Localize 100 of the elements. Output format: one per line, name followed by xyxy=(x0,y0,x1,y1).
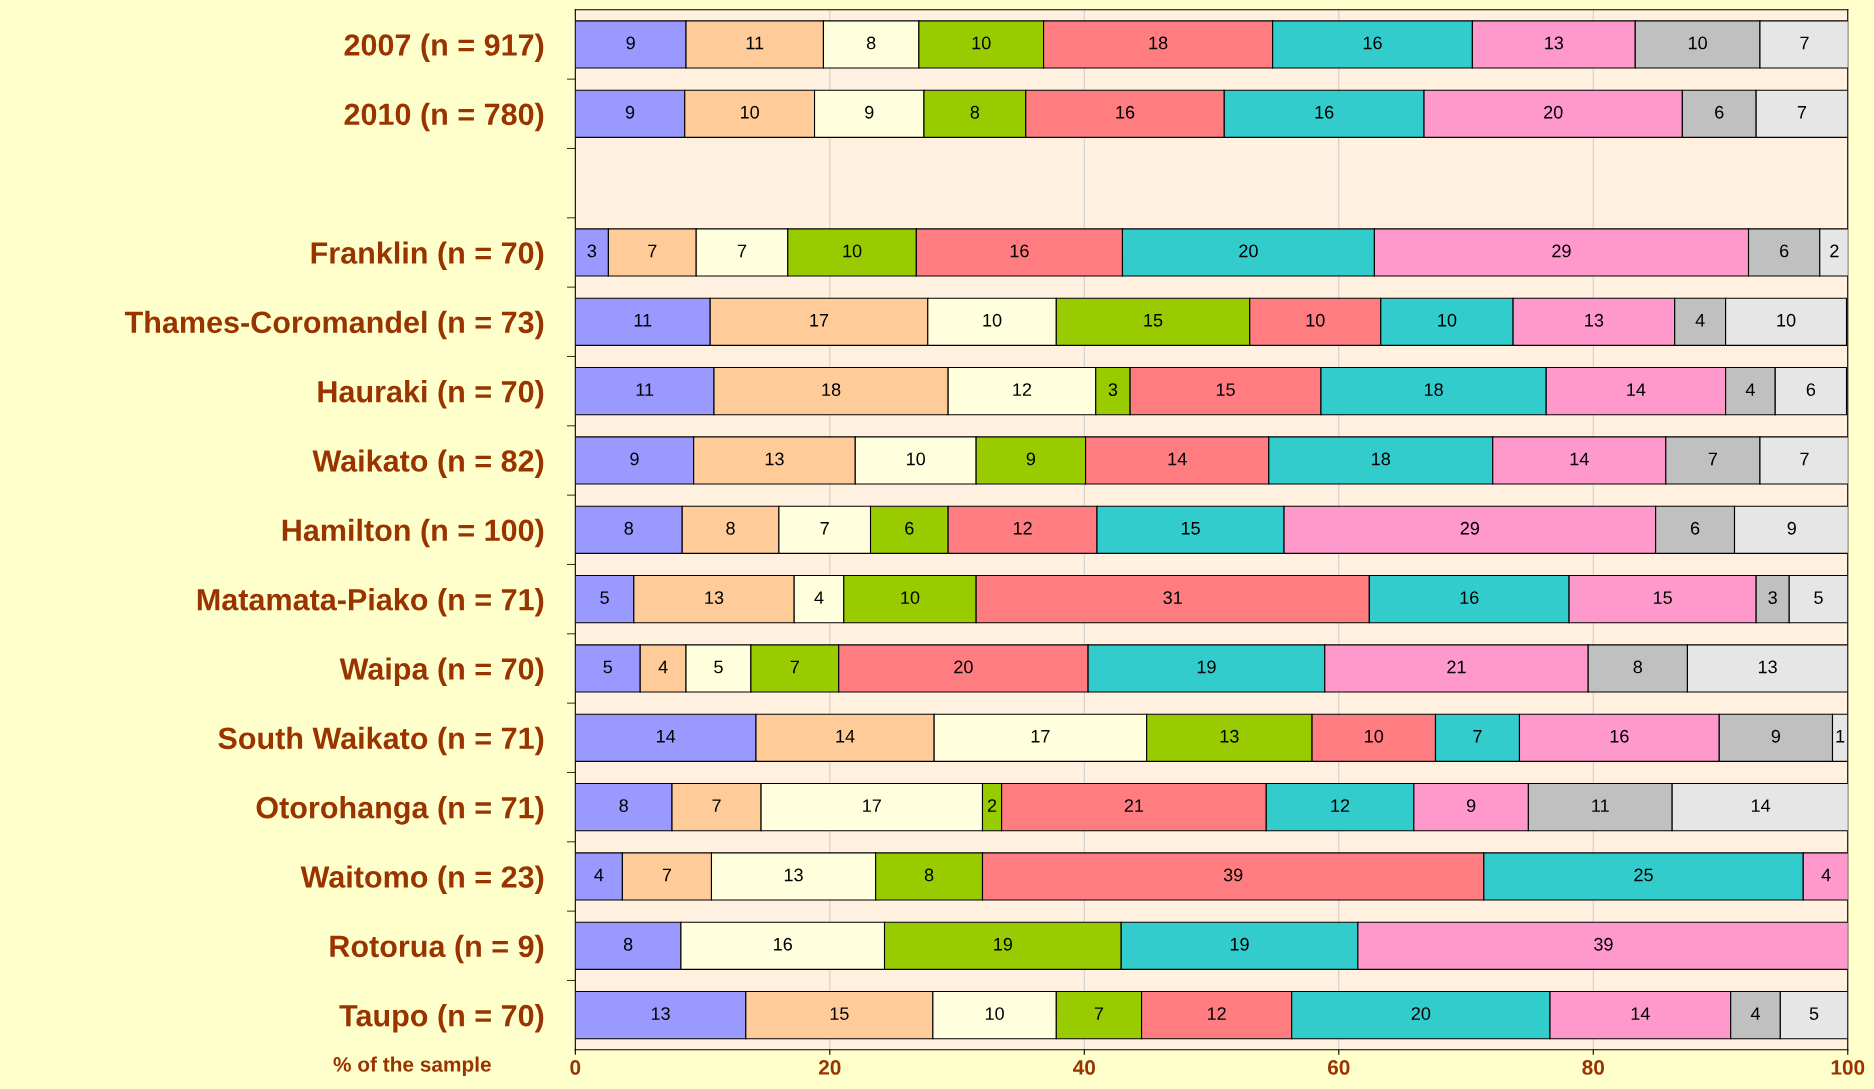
data-label: 13 xyxy=(1758,660,1777,674)
y-tick-label: Thames-Coromandel (n = 73) xyxy=(124,310,544,340)
data-label: 16 xyxy=(1460,591,1479,604)
y-tick-label: Rotorua (n = 9) xyxy=(330,934,544,964)
data-label: 13 xyxy=(651,1007,670,1020)
data-label: 16 xyxy=(774,937,792,951)
data-label: 14 xyxy=(1168,452,1187,466)
data-label: 11 xyxy=(634,314,652,327)
data-label: 13 xyxy=(1585,313,1604,327)
data-label: 8 xyxy=(924,868,934,882)
data-label: 4 xyxy=(1695,314,1705,327)
data-label: 3 xyxy=(1768,591,1777,604)
data-label: 7 xyxy=(1094,1007,1104,1020)
data-label: 14 xyxy=(1570,452,1589,466)
data-label: 9 xyxy=(1771,729,1781,743)
data-label: 20 xyxy=(954,660,973,674)
data-label: 14 xyxy=(836,730,855,743)
data-label: 16 xyxy=(1010,244,1029,258)
data-label: 11 xyxy=(746,36,764,50)
data-label: 17 xyxy=(863,799,881,812)
data-label: 8 xyxy=(866,36,876,50)
data-label: 5 xyxy=(1809,1007,1819,1020)
y-tick-label: Taupo (n = 70) xyxy=(339,1004,544,1033)
data-label: 8 xyxy=(726,521,735,535)
data-label: 7 xyxy=(1708,452,1717,466)
data-label: 9 xyxy=(626,36,635,50)
data-label: 16 xyxy=(1610,729,1629,743)
data-label: 7 xyxy=(1800,452,1809,466)
data-label: 15 xyxy=(1144,314,1163,327)
data-label: 7 xyxy=(1473,730,1482,743)
data-label: 15 xyxy=(1653,591,1672,604)
data-label: 12 xyxy=(1331,799,1350,812)
data-label: 9 xyxy=(630,452,639,466)
data-label: 7 xyxy=(1797,106,1807,119)
data-label: 7 xyxy=(820,522,829,535)
data-label: 1 xyxy=(1836,730,1845,743)
y-tick-label: Otorohanga (n = 71) xyxy=(256,796,544,825)
data-label: 17 xyxy=(1031,730,1050,743)
y-tick-label: Waikato (n = 82) xyxy=(312,449,544,478)
x-tick-label: 0 xyxy=(570,1060,581,1075)
data-label: 14 xyxy=(657,730,676,743)
data-label: 10 xyxy=(1438,313,1457,327)
data-label: 4 xyxy=(594,868,604,882)
data-label: 10 xyxy=(843,244,862,258)
data-label: 7 xyxy=(712,799,721,812)
data-label: 8 xyxy=(970,105,980,119)
data-label: 9 xyxy=(1787,521,1796,535)
data-label: 18 xyxy=(822,383,841,396)
y-tick-label: Waipa (n = 70) xyxy=(339,657,544,686)
x-tick-label: 60 xyxy=(1327,1060,1350,1075)
data-label: 10 xyxy=(1777,313,1796,327)
data-label: 12 xyxy=(1013,521,1032,535)
data-label: 9 xyxy=(625,105,635,119)
data-label: 5 xyxy=(603,660,613,674)
data-label: 4 xyxy=(814,591,824,604)
data-label: 13 xyxy=(784,868,803,882)
data-label: 7 xyxy=(648,244,657,258)
data-label: 10 xyxy=(983,313,1002,327)
data-label: 13 xyxy=(705,591,724,604)
data-label: 9 xyxy=(1026,452,1036,466)
data-label: 21 xyxy=(1447,660,1466,674)
data-label: 8 xyxy=(624,521,633,535)
y-tick-label: Hamilton (n = 100) xyxy=(282,518,544,548)
data-label: 20 xyxy=(1411,1007,1431,1020)
data-label: 10 xyxy=(740,105,759,119)
data-label: 6 xyxy=(1715,105,1724,119)
data-label: 9 xyxy=(1466,799,1476,812)
data-label: 9 xyxy=(865,105,874,119)
data-label: 10 xyxy=(1306,313,1325,327)
x-tick-label: 80 xyxy=(1582,1060,1605,1075)
data-label: 4 xyxy=(658,660,668,674)
x-tick-label: 20 xyxy=(818,1060,841,1075)
data-label: 39 xyxy=(1223,868,1243,882)
data-label: 31 xyxy=(1163,591,1182,604)
data-label: 25 xyxy=(1634,868,1653,882)
data-label: 10 xyxy=(1688,36,1707,50)
data-label: 5 xyxy=(714,660,723,674)
data-label: 29 xyxy=(1552,244,1571,258)
data-label: 10 xyxy=(901,591,920,604)
data-label: 14 xyxy=(1631,1007,1650,1020)
data-label: 19 xyxy=(1230,937,1249,951)
data-label: 8 xyxy=(619,799,628,812)
data-label: 19 xyxy=(994,937,1013,951)
data-label: 19 xyxy=(1197,660,1216,674)
x-tick-label: 40 xyxy=(1073,1060,1096,1075)
data-label: 6 xyxy=(905,521,914,535)
y-tick-label: Matamata-Piako (n = 71) xyxy=(197,588,544,617)
data-label: 6 xyxy=(1780,244,1789,258)
data-label: 15 xyxy=(1181,522,1200,535)
data-label: 4 xyxy=(1821,868,1831,882)
data-label: 6 xyxy=(1806,383,1816,396)
data-label: 10 xyxy=(1365,729,1384,743)
y-tick-label: Waitomo (n = 23) xyxy=(300,865,544,894)
data-label: 12 xyxy=(1207,1007,1226,1020)
data-label: 7 xyxy=(790,660,799,674)
data-label: 7 xyxy=(1800,36,1809,50)
y-tick-label: 2007 (n = 917) xyxy=(344,33,544,62)
data-label: 5 xyxy=(600,591,609,604)
data-label: 16 xyxy=(1315,105,1334,119)
data-label: 3 xyxy=(1108,383,1118,396)
